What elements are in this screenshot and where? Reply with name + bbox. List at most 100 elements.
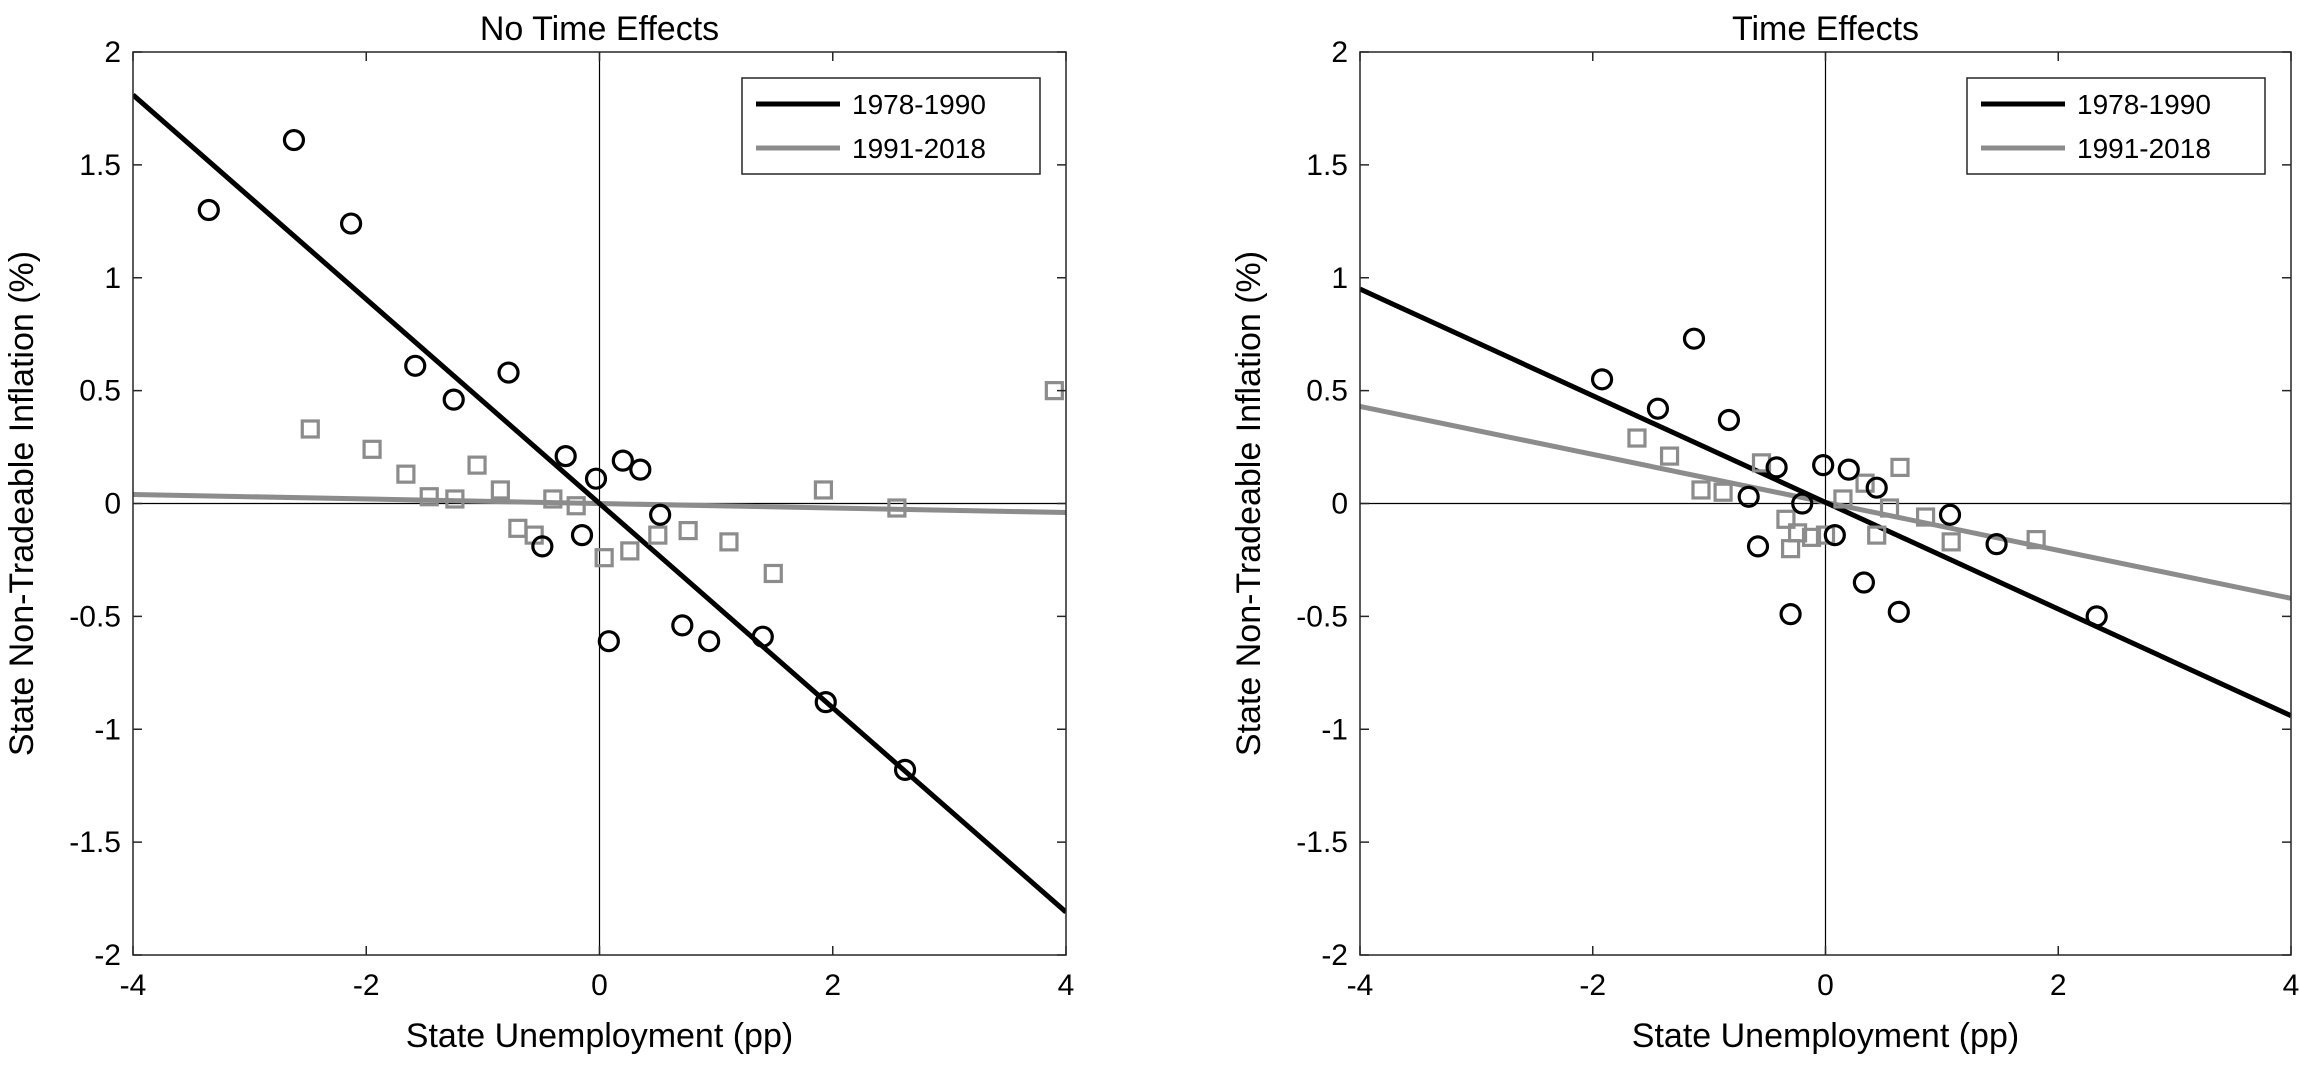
y-tick-label: 2 (1331, 36, 1348, 69)
y-tick-label: -1.5 (1296, 826, 1348, 859)
data-point (1646, 397, 1670, 420)
data-point (1801, 527, 1822, 547)
data-point (1717, 408, 1741, 432)
data-point (648, 525, 668, 545)
x-tick-label: 0 (1817, 969, 1834, 1002)
data-point (1837, 458, 1860, 481)
data-point (751, 625, 774, 648)
data-point (2085, 605, 2108, 628)
data-point (1938, 503, 1962, 526)
data-point (597, 630, 620, 653)
data-point (1879, 498, 1900, 518)
x-tick-label: 0 (591, 969, 608, 1002)
y-tick-label: -0.5 (69, 600, 121, 633)
x-tick-label: 4 (2283, 969, 2300, 1002)
data-point (445, 489, 465, 509)
data-point (763, 563, 783, 584)
x-tick-label: -2 (353, 969, 380, 1002)
data-point (649, 503, 672, 526)
x-tick-label: -2 (1579, 969, 1606, 1002)
data-point (1855, 473, 1875, 493)
data-point (1823, 524, 1846, 547)
y-tick-label: -1.5 (69, 826, 121, 859)
data-point (442, 388, 465, 411)
data-point (2026, 530, 2046, 550)
chart-title: Time Effects (1732, 10, 1919, 48)
data-point (543, 489, 563, 509)
legend-label: 1978-1990 (852, 89, 986, 120)
data-point (719, 532, 739, 552)
x-tick-label: 2 (824, 969, 841, 1002)
legend: 1978-1990 1991-2018 (1966, 77, 2266, 175)
y-tick-label: -2 (1321, 939, 1348, 972)
data-point (1887, 600, 1910, 623)
data-point (1852, 571, 1876, 594)
data-point (1791, 492, 1814, 515)
data-point (554, 444, 577, 468)
legend-label: 1991-2018 (2077, 133, 2211, 164)
data-point (1833, 489, 1853, 509)
data-point (497, 361, 520, 384)
data-point (1941, 532, 1961, 552)
legend-box (741, 77, 1041, 175)
legend-label: 1978-1990 (2077, 89, 2211, 120)
data-point (396, 464, 416, 484)
data-point (1779, 603, 1802, 626)
y-tick-label: 0.5 (79, 375, 121, 408)
y-tick-label: 1.5 (79, 149, 121, 182)
y-tick-label: 0 (1331, 488, 1348, 521)
data-point (814, 691, 837, 714)
x-tick-label: -4 (1347, 969, 1374, 1002)
data-point (1780, 539, 1801, 559)
data-point (1737, 485, 1760, 508)
y-tick-label: 1 (1331, 262, 1348, 295)
y-tick-label: 2 (104, 36, 121, 69)
y-axis-label: State Non-Tradeable Inflation (%) (3, 251, 41, 756)
data-point (1812, 454, 1835, 477)
y-tick-label: 0 (104, 488, 121, 521)
y-tick-label: -0.5 (1296, 600, 1348, 633)
y-tick-label: 1.5 (1306, 149, 1348, 182)
data-point (611, 449, 634, 472)
data-point (419, 487, 439, 507)
y-tick-label: -2 (94, 939, 121, 972)
y-tick-label: 0.5 (1306, 375, 1348, 408)
data-point (1776, 509, 1796, 529)
data-point (1691, 480, 1711, 500)
data-point (887, 498, 907, 518)
legend: 1978-1990 1991-2018 (741, 77, 1041, 175)
data-point (1659, 446, 1680, 466)
data-point (584, 467, 608, 490)
data-point (300, 419, 320, 439)
data-point (566, 496, 586, 516)
y-axis-label: State Non-Tradeable Inflation (%) (1230, 251, 1268, 756)
data-point (1713, 482, 1733, 502)
y-tick-label: 1 (104, 262, 121, 295)
legend-label: 1991-2018 (852, 133, 986, 164)
x-tick-label: 4 (1058, 969, 1075, 1002)
plot-area (1360, 286, 2291, 718)
data-point (678, 520, 698, 541)
x-tick-label: 2 (2050, 969, 2067, 1002)
data-point (893, 758, 917, 781)
data-point (531, 535, 554, 558)
x-axis-label: State Unemployment (pp) (406, 1017, 793, 1055)
data-point (339, 212, 363, 235)
chart-title: No Time Effects (480, 10, 719, 48)
data-point (1867, 525, 1887, 545)
x-tick-label: -4 (120, 969, 147, 1002)
data-point (362, 439, 382, 459)
y-tick-label: -1 (94, 713, 121, 746)
plot-area (133, 93, 1066, 914)
data-point (282, 128, 306, 152)
data-point (671, 614, 694, 637)
data-point (1890, 457, 1910, 477)
data-point (620, 541, 640, 561)
fit-line-black (1360, 286, 2291, 718)
data-point (1590, 368, 1614, 391)
data-point (629, 458, 652, 481)
data-point (1865, 476, 1888, 499)
data-point (197, 198, 220, 222)
